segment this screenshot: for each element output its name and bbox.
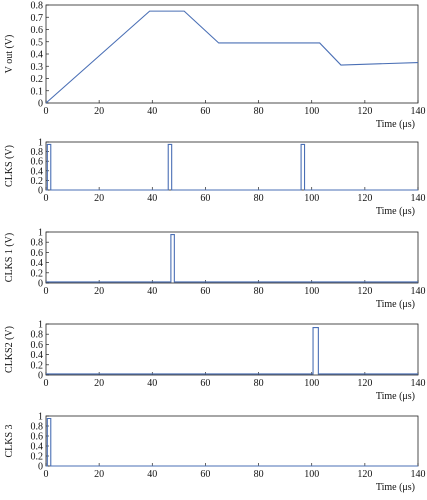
y-tick-label: 1 — [38, 228, 43, 239]
x-tick-label: 140 — [411, 286, 426, 297]
y-tick-label: 0.4 — [31, 442, 44, 453]
x-tick-label: 100 — [304, 193, 319, 204]
series-line — [46, 417, 418, 467]
y-tick-label: 0.1 — [31, 86, 44, 97]
x-tick-label: 100 — [304, 286, 319, 297]
x-tick-label: 40 — [147, 193, 157, 204]
chart-panel-3: 00.20.40.60.81 0 20 40 60 80 100 120 140 Time (μs… — [4, 228, 426, 311]
x-axis-label: Time (μs) — [376, 482, 415, 493]
x-tick-label: 140 — [411, 469, 426, 480]
x-tick-label: 40 — [147, 469, 157, 480]
x-tick-label: 100 — [304, 106, 319, 117]
x-tick-label: 60 — [200, 193, 210, 204]
y-axis-label: CLKS (V) — [4, 145, 15, 187]
x-tick-label: 140 — [411, 378, 426, 389]
y-tick-label: 1 — [38, 138, 43, 149]
x-tick-label: 80 — [254, 193, 264, 204]
x-tick-label: 20 — [94, 193, 104, 204]
chart-panel-5: 00.20.40.60.81 0 20 40 60 80 100 120 140 Time (μs… — [4, 412, 426, 494]
y-tick-label: 0.2 — [31, 360, 44, 371]
y-tick-label: 0 — [38, 186, 43, 197]
x-tick-label: 20 — [94, 286, 104, 297]
series-line — [46, 327, 418, 375]
y-tick-label: 0.7 — [31, 13, 44, 24]
x-tick-label: 140 — [411, 106, 426, 117]
x-tick-label: 100 — [304, 378, 319, 389]
y-axis-label: CLKS 1 (V) — [4, 233, 15, 282]
y-tick-label: 0.6 — [31, 157, 44, 168]
y-tick-label: 0.8 — [31, 330, 44, 341]
y-axis-label: V out (V) — [4, 35, 15, 74]
y-tick-label: 1 — [38, 320, 43, 331]
x-axis-label: Time (μs) — [376, 119, 415, 130]
series-line — [46, 234, 418, 283]
chart-panel-1: 00.10.20.30.40.50.60.70.80 20 40 60 80 100 120… — [4, 1, 426, 131]
x-tick-label: 60 — [200, 106, 210, 117]
x-tick-label: 40 — [147, 378, 157, 389]
y-tick-label: 0.6 — [31, 432, 44, 443]
x-tick-label: 140 — [411, 193, 426, 204]
y-tick-label: 0.6 — [31, 340, 44, 351]
y-tick-label: 1 — [38, 412, 43, 423]
x-tick-label: 0 — [44, 193, 49, 204]
x-tick-label: 20 — [94, 469, 104, 480]
plot-frame — [45, 415, 419, 467]
x-tick-label: 120 — [357, 286, 372, 297]
series-line — [45, 10, 419, 104]
x-axis-label: Time (μs) — [376, 206, 415, 217]
x-tick-label: 120 — [357, 469, 372, 480]
x-tick-label: 20 — [94, 378, 104, 389]
chart-panel-2: 00.20.40.60.81 0 20 40 60 80 100 120 140 Time (μs… — [4, 138, 426, 218]
y-tick-label: 0.2 — [31, 74, 44, 85]
plot-frame — [45, 323, 419, 376]
chart-panel-4: 00.20.40.60.81 0 20 40 60 80 100 120 140 Time (μs… — [4, 320, 426, 403]
x-tick-label: 120 — [357, 106, 372, 117]
x-tick-label: 0 — [44, 286, 49, 297]
y-tick-label: 0 — [38, 371, 43, 382]
y-tick-label: 0.4 — [31, 166, 44, 177]
x-tick-label: 40 — [147, 286, 157, 297]
y-tick-label: 0.2 — [31, 452, 44, 463]
x-tick-label: 40 — [147, 106, 157, 117]
x-tick-label: 0 — [44, 378, 49, 389]
y-tick-label: 0.2 — [31, 268, 44, 279]
x-tick-label: 0 — [44, 469, 49, 480]
y-tick-label: 0.8 — [31, 422, 44, 433]
x-axis-label: Time (μs) — [376, 391, 415, 402]
y-tick-label: 0 — [38, 462, 43, 473]
y-tick-label: 0.3 — [31, 62, 44, 73]
y-tick-label: 0.6 — [31, 25, 44, 36]
y-axis-label: CLKS2 (V) — [4, 326, 15, 373]
y-tick-label: 0.4 — [31, 350, 44, 361]
x-tick-label: 20 — [94, 106, 104, 117]
y-tick-label: 0.4 — [31, 258, 44, 269]
y-tick-label: 0.5 — [31, 37, 44, 48]
x-tick-label: 120 — [357, 193, 372, 204]
series-line — [46, 143, 418, 191]
y-tick-label: 0.2 — [31, 176, 44, 187]
y-axis-label: CLKS 3 — [4, 424, 15, 457]
x-tick-label: 80 — [254, 469, 264, 480]
x-tick-label: 80 — [254, 378, 264, 389]
y-tick-label: 0.8 — [31, 1, 44, 12]
x-tick-label: 60 — [200, 469, 210, 480]
x-tick-label: 80 — [254, 286, 264, 297]
x-tick-label: 60 — [200, 286, 210, 297]
plot-frame — [45, 141, 419, 191]
x-tick-label: 60 — [200, 378, 210, 389]
y-tick-label: 0.4 — [31, 50, 44, 61]
x-tick-label: 120 — [357, 378, 372, 389]
y-tick-label: 0.6 — [31, 248, 44, 259]
x-tick-label: 80 — [254, 106, 264, 117]
x-axis-label: Time (μs) — [376, 299, 415, 310]
x-tick-label: 100 — [304, 469, 319, 480]
y-tick-label: 0 — [38, 279, 43, 290]
plot-frame — [45, 231, 419, 284]
x-tick-label: 0 — [44, 106, 49, 117]
y-tick-label: 0.8 — [31, 147, 44, 158]
y-tick-label: 0.8 — [31, 238, 44, 249]
y-tick-label: 0 — [38, 99, 43, 110]
